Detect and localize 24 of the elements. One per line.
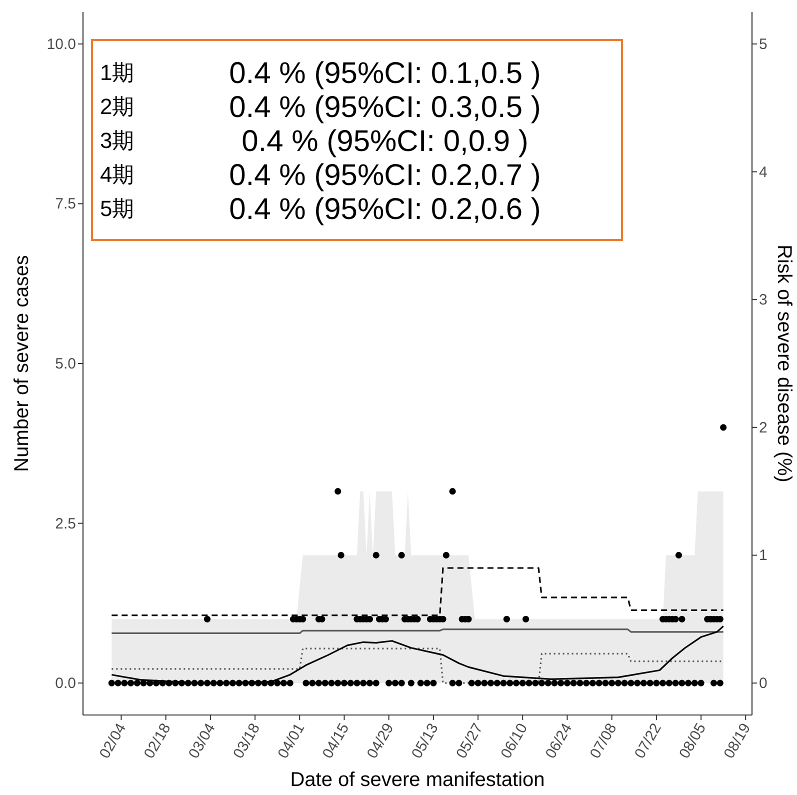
y2-tick-label: 4 — [759, 164, 768, 181]
annotation: 0.4 % (95%CI: 0.2,0.7 ) — [229, 159, 541, 192]
y-tick-label: 7.5 — [55, 196, 76, 213]
x-axis-title: Date of severe manifestation — [290, 769, 545, 791]
y2-tick-label: 0 — [759, 675, 768, 692]
annotation: 0.4 % (95%CI: 0.3,0.5 ) — [229, 91, 541, 124]
annotation: 3期 — [100, 128, 134, 153]
y-tick-label: 0.0 — [55, 675, 76, 692]
annotation: 0.4 % (95%CI: 0.2,0.6 ) — [229, 193, 541, 226]
annotation: 1期 — [100, 60, 134, 85]
y2-axis-title: Risk of severe disease (%) — [773, 244, 795, 482]
y-tick-label: 2.5 — [55, 515, 76, 532]
y2-tick-label: 5 — [759, 36, 768, 53]
annotation: 0.4 % (95%CI: 0.1,0.5 ) — [229, 57, 541, 90]
y2-tick-label: 2 — [759, 419, 768, 436]
y2-tick-label: 3 — [759, 292, 768, 309]
annotation: 0.4 % (95%CI: 0,0.9 ) — [242, 125, 528, 158]
y-tick-label: 10.0 — [46, 36, 76, 53]
annotation: 4期 — [100, 162, 134, 187]
annotation: 5期 — [100, 196, 134, 221]
y-axis-title: Number of severe cases — [11, 255, 33, 472]
y2-tick-label: 1 — [759, 547, 768, 564]
y-tick-label: 5.0 — [55, 356, 76, 372]
annotation: 2期 — [100, 94, 134, 119]
